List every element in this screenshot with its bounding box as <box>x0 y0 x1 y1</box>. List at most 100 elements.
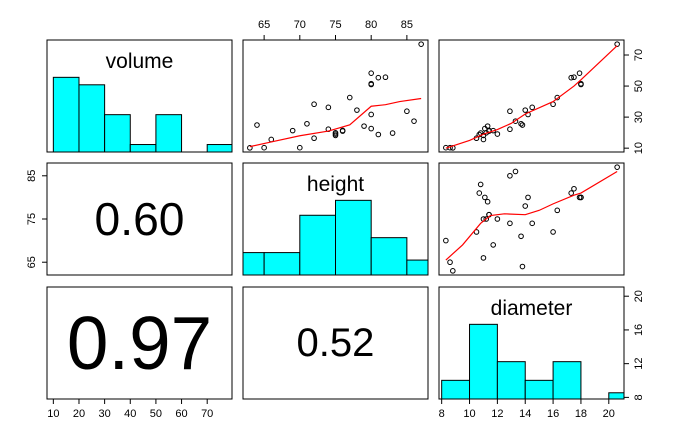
point <box>576 70 583 76</box>
histogram-bar <box>552 361 582 399</box>
point <box>507 172 513 179</box>
tick-label: 10 <box>463 408 475 420</box>
smooth-line <box>445 170 618 261</box>
point <box>614 164 620 170</box>
tick-label: 70 <box>201 408 213 420</box>
point <box>512 118 519 124</box>
point <box>304 120 310 127</box>
histogram-bar <box>104 114 131 152</box>
point <box>254 122 260 128</box>
tick-label: 10 <box>47 408 59 420</box>
point <box>490 242 497 248</box>
point <box>346 94 353 101</box>
point <box>389 130 396 136</box>
point <box>354 107 360 113</box>
tick-label: 75 <box>329 19 341 31</box>
point <box>382 74 389 81</box>
point <box>529 104 535 111</box>
panel-border <box>242 286 429 400</box>
tick-label: 40 <box>124 408 136 420</box>
histogram-bar <box>441 379 471 399</box>
histogram-bar <box>155 114 183 152</box>
point <box>325 104 332 111</box>
tick-label: 80 <box>365 19 377 31</box>
point <box>476 190 483 196</box>
tick-label: 75 <box>26 213 38 225</box>
histogram-bar <box>206 144 232 152</box>
histogram-bar <box>243 252 265 275</box>
point <box>512 168 519 175</box>
point <box>418 41 424 47</box>
point <box>568 190 574 196</box>
tick-label: 14 <box>519 408 531 420</box>
histogram-bar <box>469 323 498 399</box>
correlation-label: 0.97 <box>67 301 212 385</box>
point <box>550 229 556 235</box>
histogram-bar <box>496 361 526 399</box>
variable-label: volume <box>106 50 174 73</box>
panel-border <box>242 162 429 276</box>
tick-label: 20 <box>603 408 615 420</box>
histogram-bar <box>78 84 106 152</box>
point <box>297 144 303 151</box>
point <box>554 94 561 101</box>
point <box>571 74 577 81</box>
point <box>482 194 488 201</box>
point <box>480 136 487 143</box>
point <box>477 181 484 188</box>
point <box>522 107 529 113</box>
tick-label: 8 <box>633 394 645 400</box>
tick-label: 60 <box>175 408 187 420</box>
correlation-label: 0.60 <box>95 193 185 245</box>
point <box>578 194 584 201</box>
tick-label: 18 <box>575 408 587 420</box>
histogram-bar <box>335 199 372 275</box>
tick-label: 50 <box>150 408 162 420</box>
histogram-bar <box>370 237 408 275</box>
tick-label: 65 <box>26 256 38 268</box>
point <box>568 74 574 81</box>
tick-label: 85 <box>401 19 413 31</box>
point <box>375 74 382 81</box>
point <box>571 185 577 192</box>
point <box>507 126 513 133</box>
point <box>247 145 253 151</box>
point <box>522 203 529 209</box>
point <box>368 125 374 132</box>
point <box>578 81 584 88</box>
tick-label: 8 <box>439 408 445 420</box>
histogram-bar <box>129 144 157 152</box>
point <box>480 255 487 261</box>
variable-label: diameter <box>491 297 573 320</box>
tick-label: 30 <box>633 111 645 123</box>
point <box>368 81 374 88</box>
point <box>289 127 296 134</box>
point <box>339 127 346 134</box>
point <box>518 120 524 127</box>
tick-label: 20 <box>73 408 85 420</box>
point <box>529 220 535 227</box>
panel-border <box>46 39 233 153</box>
panel <box>243 199 428 275</box>
point <box>507 220 513 227</box>
point <box>494 216 501 222</box>
tick-label: 12 <box>491 408 503 420</box>
point <box>332 131 339 137</box>
point <box>525 194 531 201</box>
point <box>447 259 453 266</box>
correlation-label: 0.52 <box>297 321 375 365</box>
tick-label: 50 <box>633 80 645 92</box>
point <box>519 263 526 270</box>
point <box>554 207 561 214</box>
point <box>519 122 526 128</box>
point <box>311 101 317 108</box>
point <box>483 216 490 222</box>
tick-label: 10 <box>633 142 645 154</box>
point <box>311 135 317 142</box>
point <box>375 131 382 138</box>
tick-label: 16 <box>547 408 559 420</box>
panel-border <box>438 162 625 276</box>
smooth-line <box>249 97 422 148</box>
point <box>411 118 417 124</box>
point <box>443 237 449 244</box>
